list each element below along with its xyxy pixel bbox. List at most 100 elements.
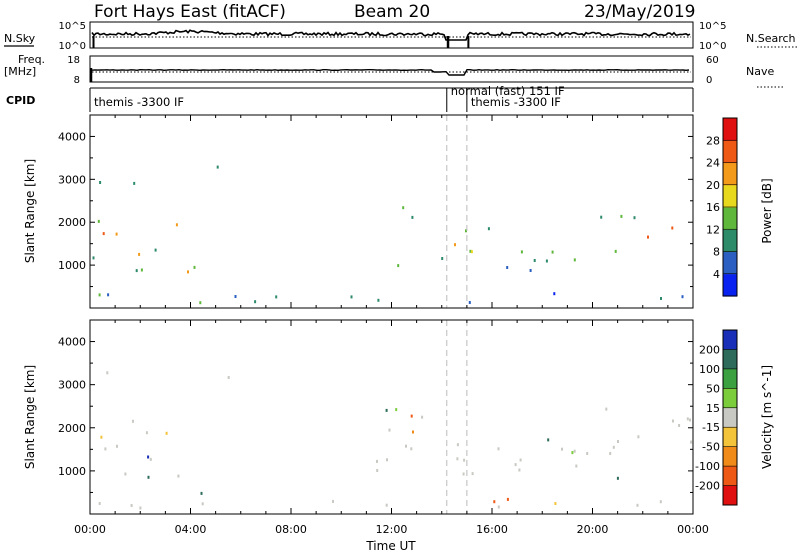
scatter-cell xyxy=(671,226,674,230)
scatter-cell xyxy=(586,452,589,455)
scatter-cell xyxy=(275,295,278,299)
time-tick-label: 00:00 xyxy=(677,523,709,536)
date-title: 23/May/2019 xyxy=(584,2,696,22)
colorbar-swatch xyxy=(723,229,737,253)
scatter-cell xyxy=(115,232,118,236)
velocity-colorbar-label: Velocity [m s^-1] xyxy=(760,365,774,469)
scatter-cell xyxy=(554,502,557,505)
colorbar-tick-label: 16 xyxy=(706,201,720,214)
colorbar-tick-label: -200 xyxy=(695,480,720,493)
scatter-cell xyxy=(145,431,148,435)
colorbar-tick-label: 8 xyxy=(713,246,720,259)
colorbar-tick-label: 4 xyxy=(713,268,720,281)
scatter-cell xyxy=(637,435,640,439)
scatter-cell xyxy=(465,229,467,233)
scatter-cell xyxy=(463,458,466,462)
colorbar-swatch xyxy=(723,118,737,141)
freq-panel-frame xyxy=(89,55,694,83)
noise-left-label: N.Sky xyxy=(4,32,36,45)
scatter-cell xyxy=(672,419,674,423)
scatter-cell xyxy=(553,292,556,296)
scatter-cell xyxy=(468,301,471,304)
scatter-cell xyxy=(377,298,380,302)
colorbar-tick-label: 12 xyxy=(706,223,720,236)
time-tick-label: 16:00 xyxy=(476,523,508,536)
colorbar-tick-label: -15 xyxy=(702,421,720,434)
scatter-cell xyxy=(177,474,180,478)
noise-right-tick-bottom: 10^0 xyxy=(699,41,726,52)
scatter-cell xyxy=(201,502,204,506)
colorbar-swatch xyxy=(723,446,737,467)
freq-right-tick-top: 60 xyxy=(706,55,719,66)
scatter-cell xyxy=(102,232,105,236)
colorbar-swatch xyxy=(723,207,737,230)
scatter-cell xyxy=(133,181,136,185)
scatter-cell xyxy=(616,476,619,480)
scatter-cell xyxy=(497,447,500,451)
scatter-cell xyxy=(605,407,608,411)
time-tick-label: 00:00 xyxy=(74,523,106,536)
scatter-cell xyxy=(92,256,95,260)
noise-sky-line xyxy=(91,29,691,41)
cpid-segment-label: normal (fast) 151 IF xyxy=(451,84,565,98)
colorbar-tick-label: -50 xyxy=(702,441,720,454)
scatter-cell xyxy=(545,259,548,263)
colorbar-swatch xyxy=(723,140,737,164)
scatter-cell xyxy=(388,428,391,432)
scatter-cell xyxy=(600,215,603,219)
scatter-cell xyxy=(254,300,257,304)
scatter-cell xyxy=(140,268,143,272)
scatter-cell xyxy=(421,415,424,419)
power-cells xyxy=(92,165,684,305)
colorbar-swatch xyxy=(723,349,737,370)
scatter-cell xyxy=(514,463,517,467)
scatter-cell xyxy=(385,503,388,507)
scatter-cell xyxy=(690,440,693,444)
scatter-cell xyxy=(386,458,388,462)
y-tick-label: 1000 xyxy=(58,465,86,478)
noise-left-tick-top: 10^5 xyxy=(59,21,86,32)
power-panel-bg xyxy=(90,115,693,308)
velocity-ylabel: Slant Range [km] xyxy=(23,365,37,469)
time-tick-label: 04:00 xyxy=(175,523,207,536)
scatter-cell xyxy=(470,250,473,254)
scatter-cell xyxy=(518,468,521,472)
scatter-cell xyxy=(100,435,103,439)
radar-title: Fort Hays East (fitACF) xyxy=(94,2,286,22)
noise-right-tick-top: 10^5 xyxy=(699,21,726,32)
colorbar-swatch xyxy=(723,251,737,275)
scatter-cell xyxy=(620,214,623,218)
scatter-cell xyxy=(216,165,219,169)
scatter-cell xyxy=(116,444,118,448)
velocity-panel-bg xyxy=(90,320,693,514)
colorbar-tick-label: 50 xyxy=(706,382,720,395)
scatter-cell xyxy=(497,505,500,509)
colorbar-tick-label: 200 xyxy=(699,343,720,356)
colorbar-tick-label: 15 xyxy=(706,402,720,415)
colorbar-swatch xyxy=(723,330,737,350)
noise-gap-mark xyxy=(467,36,470,48)
power-colorbar: 4 8 12 16 20 24 28 xyxy=(706,117,738,297)
scatter-cell xyxy=(647,235,649,239)
cpid-segment-label: themis -3300 IF xyxy=(471,95,561,109)
scatter-cell xyxy=(573,449,576,453)
scatter-cell xyxy=(193,265,196,269)
scatter-cell xyxy=(147,455,150,459)
scatter-cell xyxy=(332,499,334,503)
scatter-cell xyxy=(456,457,459,461)
scatter-cell xyxy=(135,269,138,273)
scatter-cell xyxy=(573,258,576,262)
scatter-cell xyxy=(660,297,662,300)
scatter-cell xyxy=(529,269,532,272)
scatter-cell xyxy=(165,431,168,435)
y-tick-label: 2000 xyxy=(58,216,86,229)
scatter-cell xyxy=(456,443,459,447)
colorbar-swatch xyxy=(723,407,737,428)
scatter-cell xyxy=(454,243,456,247)
scatter-cell xyxy=(678,424,681,427)
scatter-cell xyxy=(175,223,178,227)
scatter-cell xyxy=(659,500,662,504)
scatter-cell xyxy=(350,295,353,299)
power-colorbar-label: Power [dB] xyxy=(760,178,774,243)
scatter-cell xyxy=(104,447,107,451)
